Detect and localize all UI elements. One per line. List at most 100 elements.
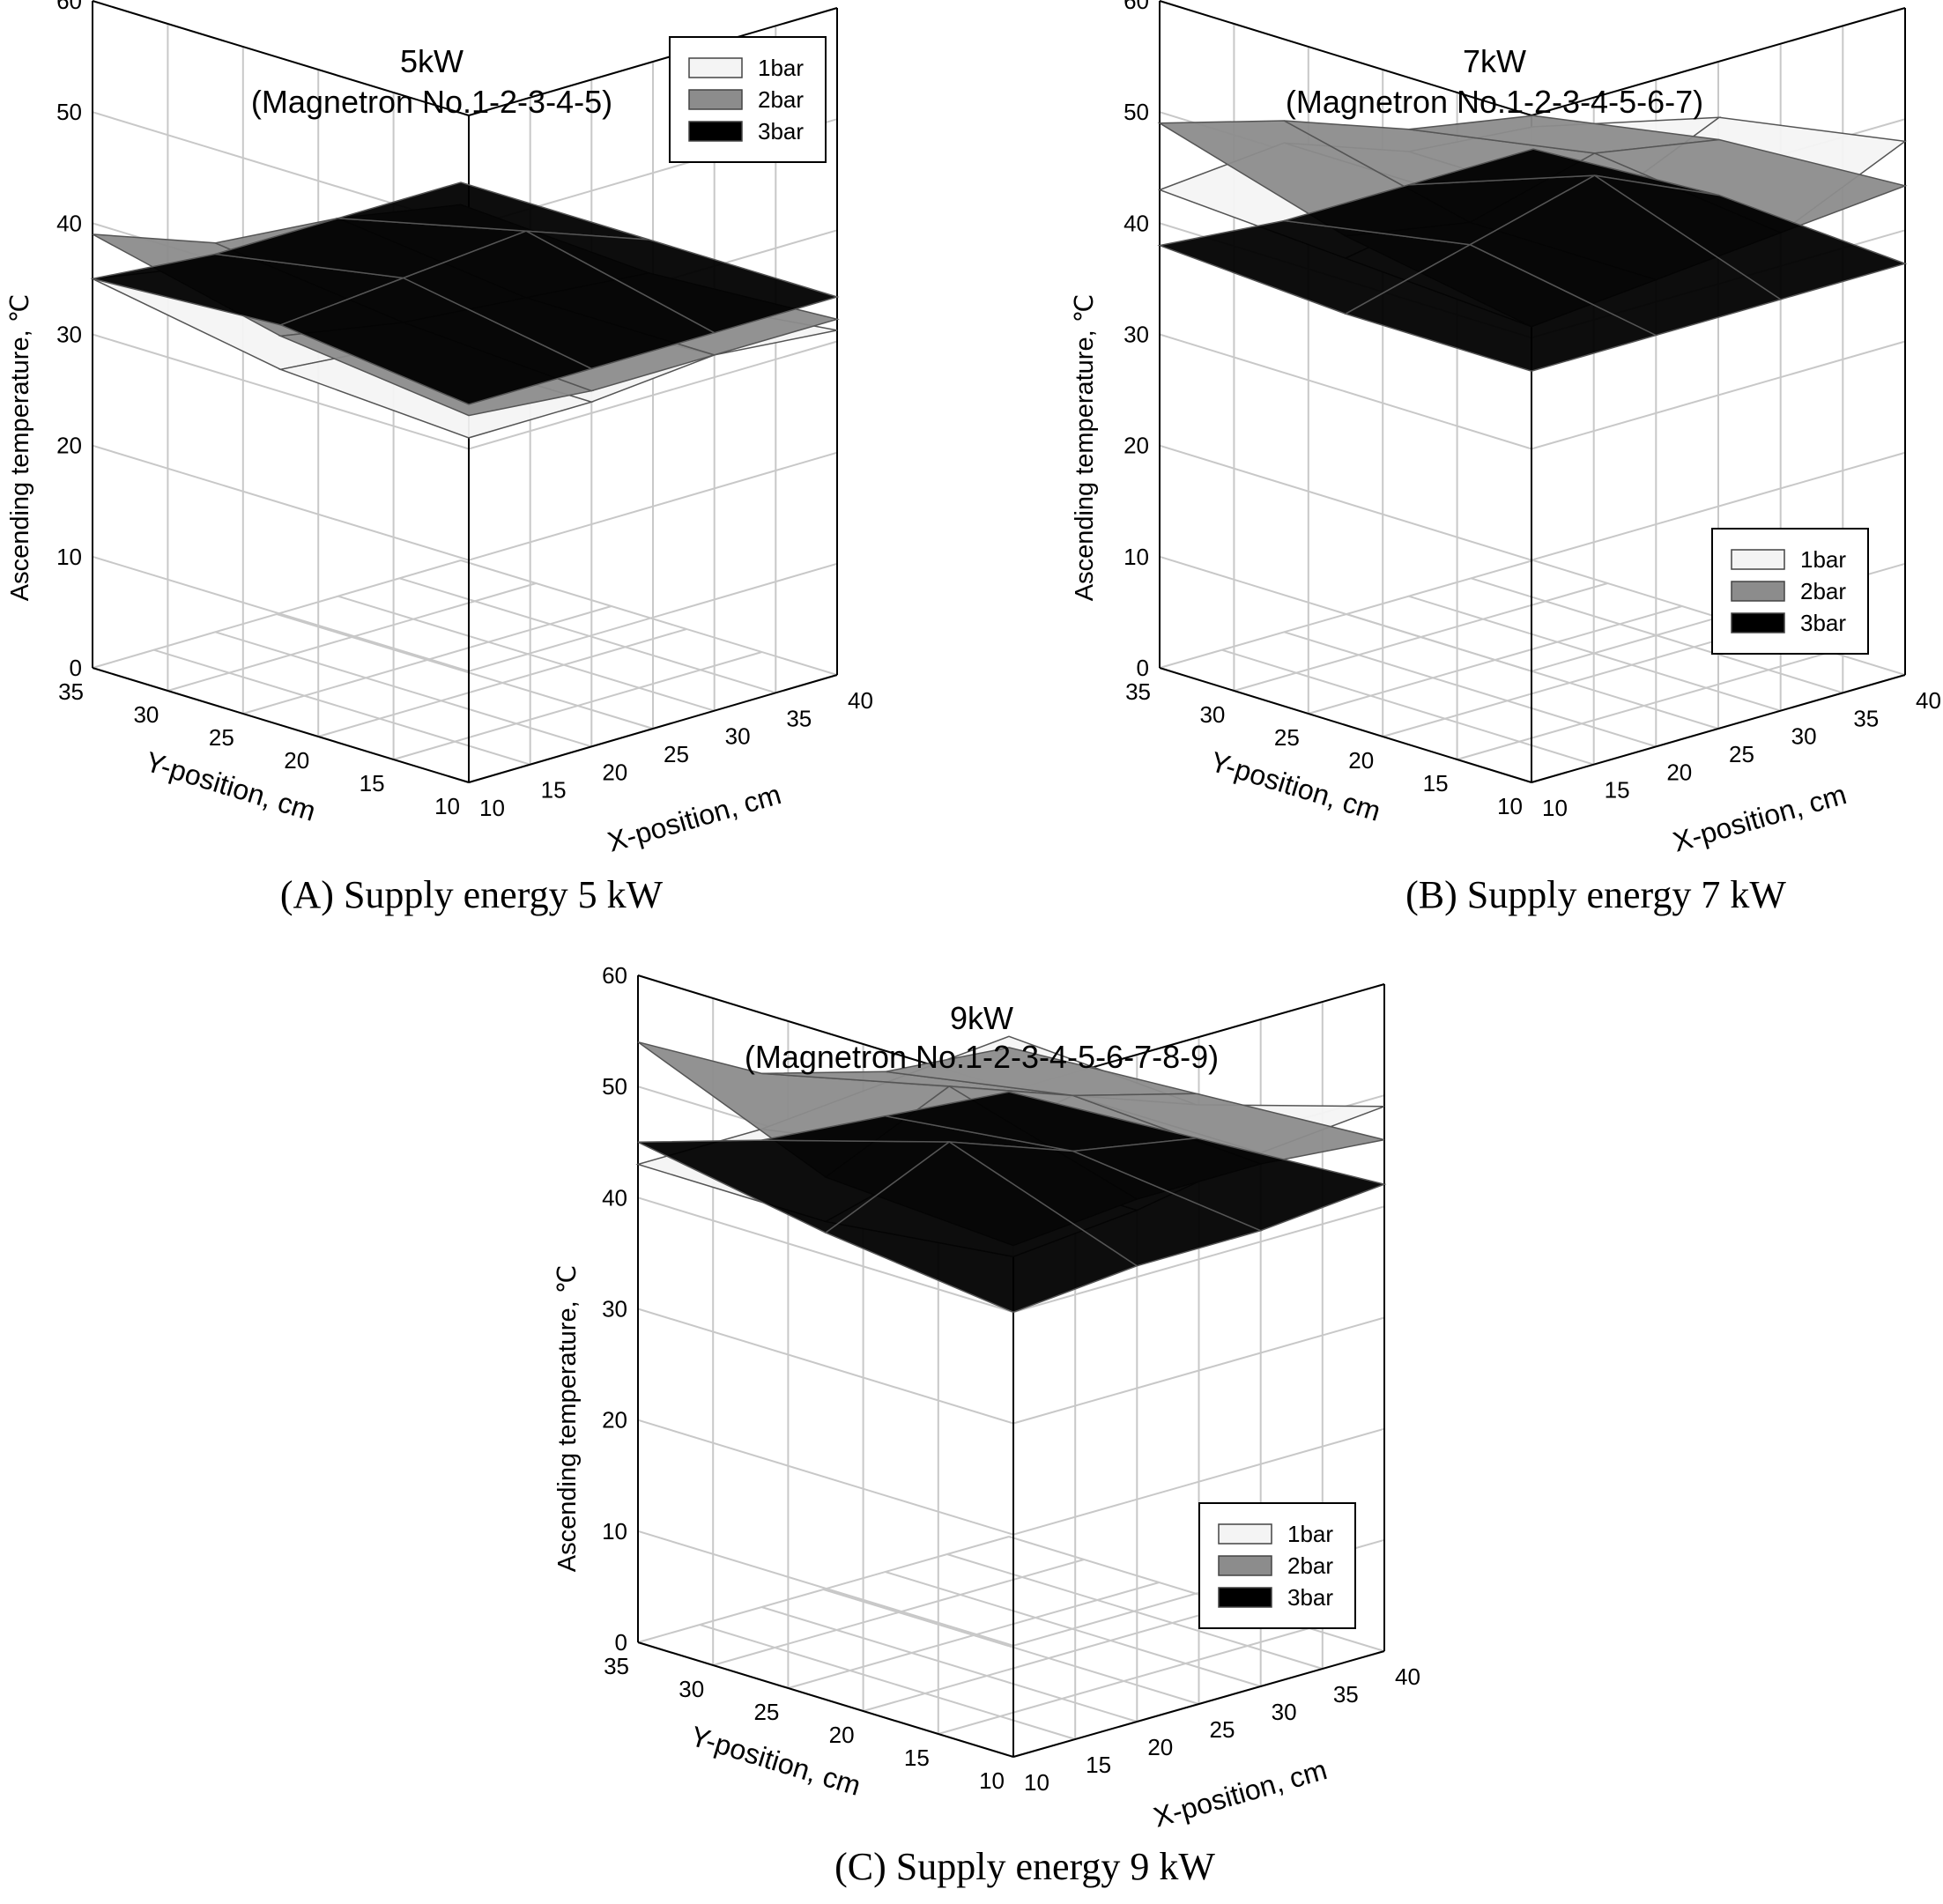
wall-gridline-horizontal bbox=[92, 333, 470, 450]
legend-label-1bar: 1bar bbox=[758, 55, 804, 81]
z-tick-label: 60 bbox=[56, 0, 82, 14]
legend-label-1bar: 1bar bbox=[1287, 1521, 1333, 1547]
x-tick-label: 25 bbox=[664, 741, 689, 767]
frame-edge bbox=[1159, 667, 1532, 783]
legend-swatch-1bar bbox=[1218, 1523, 1272, 1545]
x-tick-label: 35 bbox=[786, 705, 812, 731]
z-tick-labels: 0 10 20 30 40 50 60 bbox=[1124, 0, 1149, 681]
x-tick-label: 15 bbox=[1086, 1752, 1111, 1778]
z-tick-label: 20 bbox=[56, 433, 82, 459]
legend-swatch-1bar bbox=[688, 57, 743, 78]
wall-gridline-horizontal bbox=[92, 444, 470, 561]
panel-subtitle: (Magnetron No.1-2-3-4-5-6-7) bbox=[1286, 84, 1703, 120]
y-tick-label: 10 bbox=[434, 793, 460, 819]
y-tick-label: 20 bbox=[829, 1722, 855, 1748]
z-tick-label: 0 bbox=[615, 1629, 627, 1656]
frame-edge bbox=[1159, 0, 1532, 116]
legend-label-3bar: 3bar bbox=[758, 118, 804, 144]
floor-gridline-y bbox=[242, 605, 612, 715]
floor-gridline-y bbox=[938, 1627, 1310, 1735]
z-tick-label: 60 bbox=[602, 962, 627, 989]
floor-gridline-y bbox=[92, 559, 462, 669]
legend-swatch-3bar bbox=[1731, 612, 1785, 633]
panel-caption: (C) Supply energy 9 kW bbox=[834, 1845, 1215, 1888]
z-tick-label: 20 bbox=[1124, 433, 1149, 459]
y-tick-labels: 10 15 20 25 30 35 bbox=[58, 678, 460, 819]
floor-gridline-y bbox=[1382, 628, 1757, 737]
x-tick-label: 20 bbox=[1666, 759, 1692, 785]
z-tick-label: 40 bbox=[1124, 210, 1149, 236]
panel-title: 5kW bbox=[400, 43, 464, 79]
y-tick-label: 30 bbox=[679, 1676, 704, 1702]
z-tick-label: 50 bbox=[602, 1073, 627, 1100]
z-tick-label: 10 bbox=[56, 544, 82, 570]
legend-label-3bar: 3bar bbox=[1800, 610, 1846, 636]
x-tick-label: 10 bbox=[479, 795, 505, 821]
y-tick-label: 10 bbox=[1497, 793, 1523, 819]
wall-gridline-horizontal bbox=[1159, 444, 1532, 561]
x-tick-label: 35 bbox=[1853, 705, 1879, 731]
x-tick-label: 40 bbox=[1916, 687, 1941, 714]
y-tick-label: 25 bbox=[1274, 724, 1300, 751]
z-axis-title: Ascending temperature, ℃ bbox=[6, 294, 34, 602]
floor-gridline-y bbox=[167, 582, 537, 692]
wall-gridline-horizontal bbox=[1531, 451, 1906, 561]
legend-label-3bar: 3bar bbox=[1287, 1584, 1333, 1611]
panel-title: 9kW bbox=[950, 1000, 1013, 1036]
frame-edge bbox=[92, 0, 470, 116]
panel-subtitle: (Magnetron No.1-2-3-4-5) bbox=[251, 84, 612, 120]
wall-gridline-horizontal bbox=[637, 1196, 1014, 1314]
y-tick-label: 25 bbox=[209, 724, 234, 751]
legend-swatch-3bar bbox=[1218, 1587, 1272, 1608]
z-tick-label: 10 bbox=[1124, 544, 1149, 570]
floor-gridline-x bbox=[153, 648, 530, 766]
surfaces bbox=[635, 1035, 1387, 1314]
frame-edge bbox=[468, 674, 838, 783]
legend-label-2bar: 2bar bbox=[1800, 578, 1846, 604]
x-tick-label: 30 bbox=[725, 723, 751, 750]
x-tick-labels: 10 15 20 25 30 35 40 bbox=[1542, 687, 1941, 821]
wall-gridline-horizontal bbox=[637, 1419, 1014, 1536]
surface-3bar bbox=[637, 1091, 1387, 1314]
wall-gridline-horizontal bbox=[1159, 333, 1532, 450]
z-tick-label: 60 bbox=[1124, 0, 1149, 14]
wall-gridline-horizontal bbox=[1012, 1316, 1385, 1425]
x-tick-label: 35 bbox=[1333, 1681, 1359, 1708]
floor-gridline-x bbox=[399, 577, 776, 694]
surfaces bbox=[90, 182, 840, 439]
legend: 1bar 2bar 3bar bbox=[1198, 1502, 1356, 1629]
z-tick-label: 30 bbox=[1124, 322, 1149, 348]
legend-label-2bar: 2bar bbox=[1287, 1552, 1333, 1579]
floor-gridline-y bbox=[637, 1536, 1010, 1643]
z-tick-label: 30 bbox=[56, 322, 82, 348]
x-tick-label: 30 bbox=[1272, 1699, 1297, 1725]
wall-gridline-horizontal bbox=[1531, 340, 1906, 450]
x-tick-label: 30 bbox=[1791, 723, 1817, 750]
wall-gridline-horizontal bbox=[1012, 1427, 1385, 1536]
floor-gridline-x bbox=[337, 595, 715, 712]
x-tick-label: 40 bbox=[848, 687, 873, 714]
frame-edge bbox=[92, 667, 470, 783]
wall-gridline-horizontal bbox=[1159, 555, 1532, 672]
x-tick-label: 40 bbox=[1395, 1663, 1420, 1690]
z-tick-label: 50 bbox=[1124, 99, 1149, 125]
z-tick-labels: 0 10 20 30 40 50 60 bbox=[56, 0, 82, 681]
surfaces bbox=[1157, 115, 1908, 372]
legend-swatch-2bar bbox=[1218, 1555, 1272, 1576]
wall-gridline-horizontal bbox=[637, 1530, 1014, 1647]
z-tick-label: 0 bbox=[70, 655, 82, 681]
legend: 1bar 2bar 3bar bbox=[1711, 528, 1869, 655]
y-tick-label: 15 bbox=[904, 1745, 930, 1771]
floor-gridline-y bbox=[393, 651, 762, 760]
z-tick-label: 20 bbox=[602, 1407, 627, 1434]
y-tick-label: 20 bbox=[1348, 747, 1374, 774]
frame-edge bbox=[637, 1641, 1014, 1758]
frame-edge bbox=[1531, 674, 1906, 783]
z-tick-label: 40 bbox=[56, 210, 82, 236]
legend-swatch-2bar bbox=[1731, 581, 1785, 602]
frame-edge bbox=[468, 7, 838, 116]
legend: 1bar 2bar 3bar bbox=[669, 36, 827, 163]
floor-gridline-y bbox=[863, 1604, 1235, 1712]
surface-3bar bbox=[92, 182, 840, 405]
